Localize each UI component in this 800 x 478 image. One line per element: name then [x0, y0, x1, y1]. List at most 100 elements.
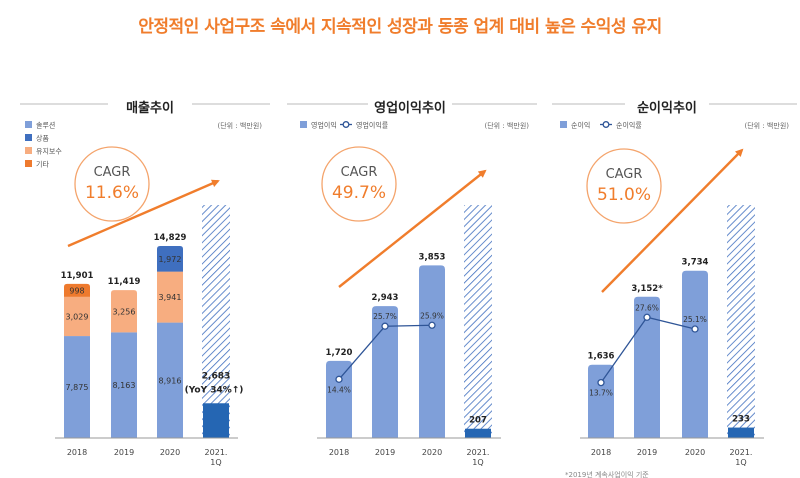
x-tick-label: 1Q	[735, 458, 746, 467]
bar-segment-기타	[64, 283, 90, 297]
x-tick-label: 2021.	[205, 448, 228, 457]
bar-segment-유지보수	[64, 296, 90, 337]
operating-profit-chart: 영업이익추이 (단위 : 백만원) 영업이익 영업이익률 1,720 2,943 3,853…	[287, 100, 537, 467]
unit-label: (단위 : 백만원)	[745, 121, 790, 130]
chart-title: 매출추이	[126, 100, 174, 116]
margin-point	[381, 322, 389, 330]
segment-value-label: 3,941	[159, 293, 182, 302]
cagr-label: CAGR	[606, 167, 643, 182]
segment-value-label: 8,916	[159, 376, 182, 385]
x-tick-label: 2018	[67, 448, 87, 457]
forecast-hatched-bar	[202, 205, 230, 438]
cagr-circle	[321, 146, 397, 222]
x-tick-label: 2018	[591, 448, 611, 457]
cagr-value: 11.6%	[85, 183, 139, 203]
bar-1q	[728, 427, 754, 438]
page-headline: 안정적인 사업구조 속에서 지속적인 성장과 동종 업계 대비 높은 수익성 유…	[138, 17, 662, 37]
growth-arrow	[601, 148, 744, 293]
bar-total-label: 11,901	[61, 271, 94, 281]
cagr-circle	[586, 148, 662, 224]
net-income-chart-panel: 순이익추이 (단위 : 백만원) 순이익 순이익률 1,636 3,152* 3,734 23…	[552, 0, 800, 478]
bar-value-label: 3,734	[682, 258, 709, 268]
x-tick-label: 1Q	[210, 458, 221, 467]
margin-label: 25.1%	[683, 315, 707, 324]
margin-point	[428, 321, 436, 329]
bar-1q	[465, 428, 491, 438]
bar-value-label: 1,636	[588, 352, 615, 362]
growth-arrow	[67, 179, 220, 248]
bar-value-label: 1,720	[326, 348, 353, 358]
unit-label: (단위 : 백만원)	[485, 121, 530, 130]
cagr-circle	[74, 146, 150, 222]
growth-arrow	[338, 169, 487, 288]
margin-point	[643, 313, 651, 321]
legend-label-bar: 순이익	[571, 121, 590, 130]
legend-label: 상품	[36, 134, 49, 143]
margin-point	[691, 325, 699, 333]
legend-label-line: 순이익률	[616, 121, 642, 130]
revenue-chart-panel: 매출추이 (단위 : 백만원) 솔루션 상품 유지보수 기타 7,875 3,029 998 11…	[20, 0, 275, 478]
legend-swatch	[25, 147, 32, 154]
bar-value-label: 3,152*	[631, 284, 663, 294]
legend-swatch	[25, 160, 32, 167]
legend-label-line: 영업이익률	[356, 121, 389, 130]
chart-title: 순이익추이	[637, 100, 697, 116]
bar	[682, 270, 708, 438]
segment-value-label: 3,029	[66, 312, 89, 321]
margin-point	[335, 375, 343, 383]
bar-value-label: 2,943	[372, 293, 399, 303]
x-tick-label: 1Q	[472, 458, 483, 467]
segment-value-label: 998	[69, 286, 84, 295]
x-tick-label: 2018	[329, 448, 349, 457]
net-income-chart: 순이익추이 (단위 : 백만원) 순이익 순이익률 1,636 3,152* 3,734 23…	[552, 100, 797, 467]
legend-line-marker	[602, 121, 610, 128]
x-tick-label: 2020	[422, 448, 442, 457]
legend-label: 솔루션	[36, 121, 55, 130]
x-tick-label: 2019	[637, 448, 657, 457]
cagr-value: 51.0%	[597, 185, 651, 205]
legend-label: 유지보수	[36, 147, 62, 156]
margin-label: 14.4%	[327, 385, 351, 394]
forecast-hatched-bar	[464, 205, 492, 438]
x-tick-label: 2020	[160, 448, 180, 457]
margin-label: 27.6%	[635, 303, 659, 312]
margin-label: 25.7%	[373, 312, 397, 321]
forecast-hatched-bar	[727, 205, 755, 438]
bar-1q-value-label: 2,683	[202, 371, 230, 381]
legend-line-marker	[342, 121, 350, 128]
x-tick-label: 2021.	[467, 448, 490, 457]
margin-label: 25.9%	[420, 311, 444, 320]
bar-total-label: 14,829	[154, 233, 187, 243]
bar	[588, 364, 614, 438]
legend-swatch-bar	[560, 121, 567, 128]
bar	[326, 360, 352, 438]
segment-value-label: 8,163	[113, 381, 136, 390]
x-tick-label: 2019	[114, 448, 134, 457]
chart-title: 영업이익추이	[374, 100, 446, 116]
footnote: *2019년 계속사업이익 기준	[565, 471, 649, 478]
x-tick-label: 2019	[375, 448, 395, 457]
bar-segment-상품	[157, 246, 183, 272]
legend-swatch-bar	[300, 121, 307, 128]
x-tick-label: 2020	[685, 448, 705, 457]
segment-value-label: 7,875	[66, 383, 89, 392]
bar-total-label: 11,419	[108, 277, 141, 287]
bar-segment-유지보수	[111, 290, 137, 333]
cagr-label: CAGR	[94, 165, 131, 180]
legend-label: 기타	[36, 160, 49, 169]
segment-value-label: 1,972	[159, 255, 182, 264]
bar	[419, 265, 445, 438]
bar	[634, 296, 660, 438]
bar-segment-솔루션	[111, 332, 137, 438]
cagr-value: 49.7%	[332, 183, 386, 203]
operating-profit-chart-panel: 영업이익추이 (단위 : 백만원) 영업이익 영업이익률 1,720 2,943 3,853…	[287, 0, 542, 478]
bar-value-label: 3,853	[419, 252, 446, 262]
margin-label: 13.7%	[589, 389, 613, 398]
margin-point	[597, 378, 605, 387]
segment-value-label: 3,256	[113, 307, 136, 316]
bar-value-label: 233	[732, 415, 750, 425]
cagr-label: CAGR	[341, 165, 378, 180]
bar	[372, 306, 398, 438]
legend-swatch	[25, 121, 32, 128]
